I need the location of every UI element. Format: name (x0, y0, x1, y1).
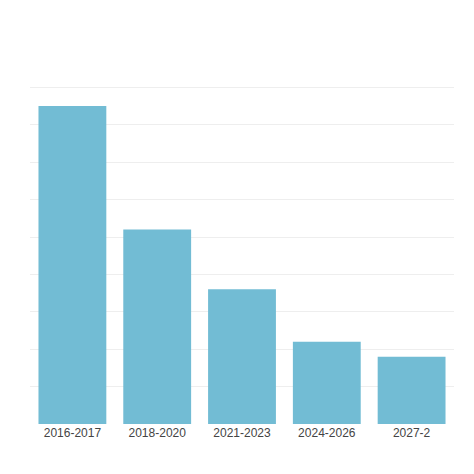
svg-text:2027-2: 2027-2 (393, 426, 431, 440)
svg-text:2021-2023: 2021-2023 (213, 426, 271, 440)
svg-text:2016-2017: 2016-2017 (44, 426, 102, 440)
svg-text:2024-2026: 2024-2026 (298, 426, 356, 440)
svg-text:2018-2020: 2018-2020 (129, 426, 187, 440)
